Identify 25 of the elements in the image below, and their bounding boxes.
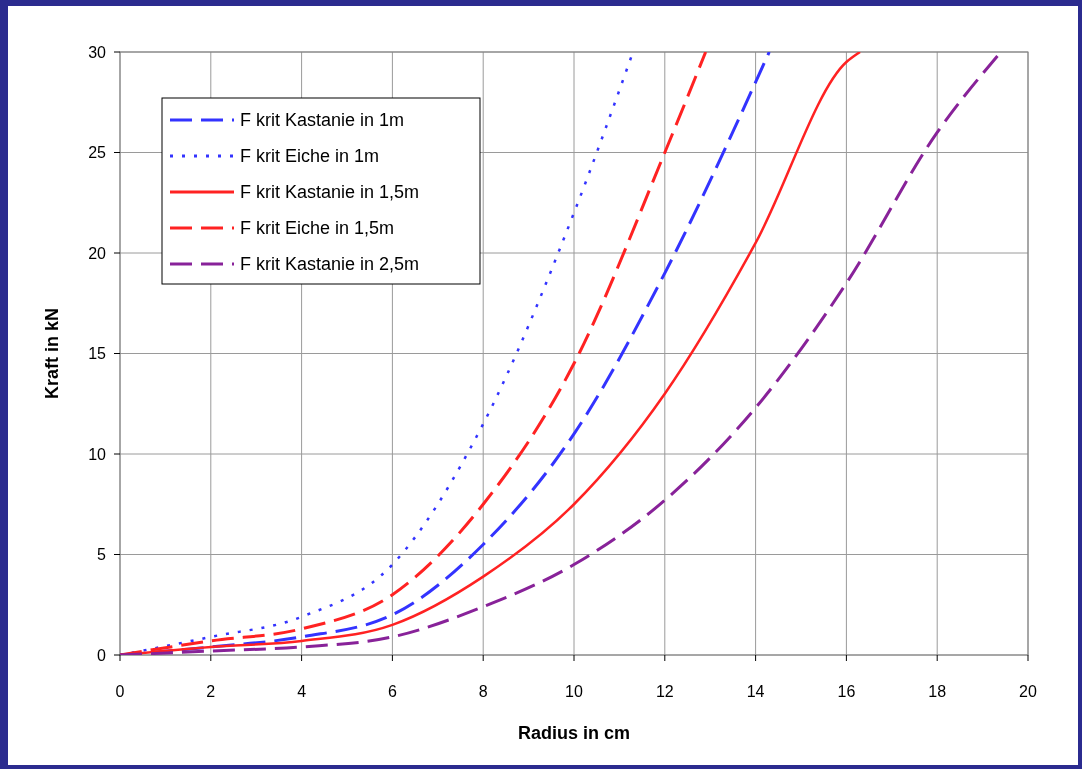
x-tick-label: 0 — [115, 683, 125, 700]
x-tick-label: 6 — [387, 683, 397, 700]
x-tick-label: 8 — [478, 683, 488, 700]
legend-label: F krit Kastanie in 1,5m — [240, 182, 420, 203]
x-tick-label: 12 — [655, 683, 674, 700]
y-axis-title: Kraft in kN — [42, 307, 62, 400]
y-tick-label: 5 — [97, 546, 107, 564]
legend-label: F krit Eiche in 1m — [240, 146, 380, 167]
x-tick-label: 14 — [746, 683, 765, 700]
y-tick-label: 20 — [88, 244, 107, 262]
y-tick-label: 10 — [88, 445, 107, 463]
x-tick-label: 18 — [928, 683, 947, 700]
legend-label: F krit Eiche in 1,5m — [240, 218, 395, 239]
y-tick-label: 30 — [88, 43, 107, 61]
y-tick-label: 25 — [88, 144, 107, 162]
x-tick-label: 10 — [565, 683, 583, 700]
x-tick-label: 16 — [837, 683, 856, 700]
legend-label: F krit Kastanie in 2,5m — [240, 254, 420, 275]
y-tick-label: 15 — [88, 345, 107, 363]
x-tick-label: 4 — [297, 683, 307, 700]
y-tick-label: 0 — [97, 646, 107, 664]
legend-label: F krit Kastanie in 1m — [240, 110, 405, 131]
x-tick-label: 20 — [1019, 683, 1037, 700]
x-axis-title: Radius in cm — [517, 723, 631, 743]
x-tick-label: 2 — [206, 683, 216, 700]
